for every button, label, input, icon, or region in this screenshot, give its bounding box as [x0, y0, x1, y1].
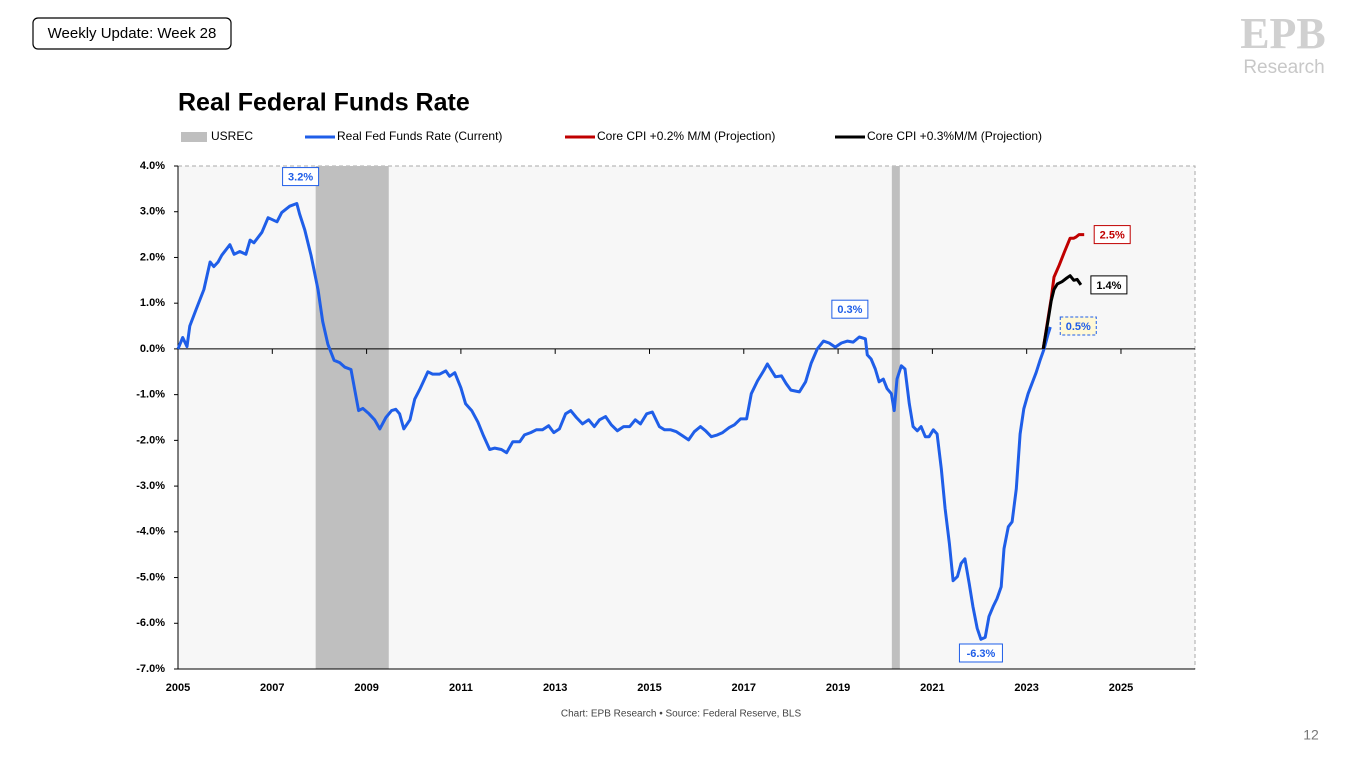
annotation: -6.3% — [967, 648, 996, 660]
x-tick-label: 2023 — [1014, 682, 1038, 694]
x-tick-label: 2013 — [543, 682, 567, 694]
recession-band — [891, 166, 900, 669]
annotation: 3.2% — [288, 171, 313, 183]
annotation-box — [831, 299, 869, 319]
logo-sub: Research — [1243, 57, 1324, 78]
legend-label: USREC — [211, 129, 253, 143]
recession-band — [315, 166, 389, 669]
x-tick-label: 2025 — [1109, 682, 1133, 694]
y-tick-label: 3.0% — [140, 206, 165, 218]
y-tick-label: -5.0% — [136, 571, 165, 583]
x-tick-label: 2015 — [637, 682, 661, 694]
annotation-box — [282, 167, 320, 187]
series-line — [176, 202, 1052, 641]
annotation-box — [1093, 225, 1131, 245]
y-tick-label: -3.0% — [136, 480, 165, 492]
annotation: 0.5% — [1066, 321, 1091, 333]
source: Chart: EPB Research • Source: Federal Re… — [561, 709, 802, 720]
y-tick-label: 1.0% — [140, 297, 165, 309]
legend-swatch — [181, 132, 207, 142]
y-tick-label: 2.0% — [140, 251, 165, 263]
x-tick-label: 2019 — [826, 682, 850, 694]
annotation-box — [1059, 316, 1097, 336]
page-number: 12 — [1303, 727, 1319, 743]
annotation: 0.3% — [837, 304, 862, 316]
y-tick-label: -4.0% — [136, 526, 165, 538]
badge-box — [32, 17, 232, 50]
x-tick-label: 2005 — [166, 682, 190, 694]
y-tick-label: 4.0% — [140, 160, 165, 172]
y-tick-label: -1.0% — [136, 389, 165, 401]
series-line — [1041, 274, 1083, 350]
annotation: 2.5% — [1100, 229, 1125, 241]
x-tick-label: 2009 — [354, 682, 378, 694]
y-tick-label: -6.0% — [136, 617, 165, 629]
x-tick-label: 2011 — [449, 682, 473, 694]
legend-label: Core CPI +0.3%M/M (Projection) — [867, 129, 1042, 143]
badge: Weekly Update: Week 28 — [48, 25, 217, 42]
logo: EPB — [1240, 9, 1326, 58]
legend-label: Core CPI +0.2% M/M (Projection) — [597, 129, 775, 143]
y-tick-label: -2.0% — [136, 434, 165, 446]
annotation-box — [958, 643, 1003, 663]
legend-label: Real Fed Funds Rate (Current) — [337, 129, 502, 143]
annotation: 1.4% — [1096, 280, 1121, 292]
annotation-box — [1090, 275, 1128, 295]
x-tick-label: 2007 — [260, 682, 284, 694]
x-tick-label: 2021 — [920, 682, 944, 694]
y-tick-label: 0.0% — [140, 343, 165, 355]
x-tick-label: 2017 — [732, 682, 756, 694]
chart-title: Real Federal Funds Rate — [178, 89, 470, 117]
y-tick-label: -7.0% — [136, 663, 165, 675]
